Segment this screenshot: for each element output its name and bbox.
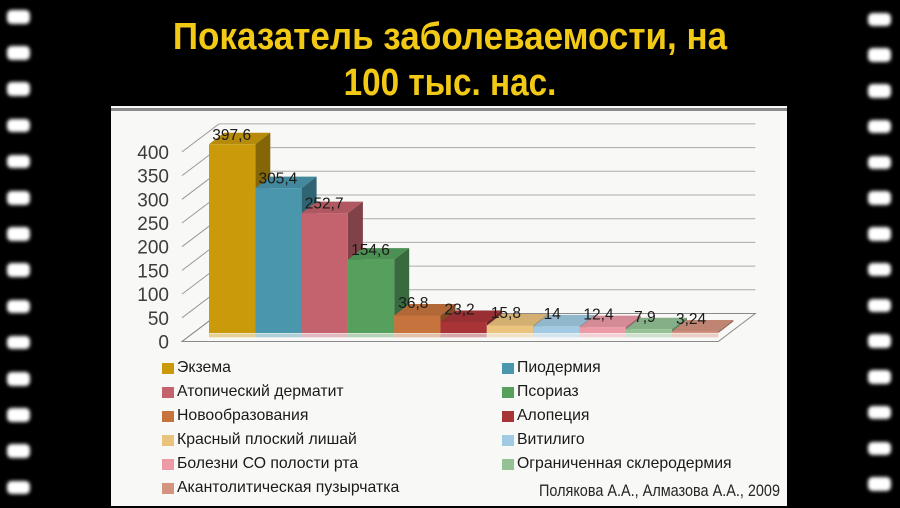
svg-text:250: 250 — [137, 214, 169, 235]
svg-text:154,6: 154,6 — [351, 242, 390, 259]
svg-text:12,4: 12,4 — [583, 307, 614, 324]
svg-text:305,4: 305,4 — [259, 171, 298, 188]
svg-text:300: 300 — [137, 190, 169, 211]
svg-text:50: 50 — [148, 309, 169, 330]
svg-text:0: 0 — [158, 333, 169, 354]
svg-text:15,8: 15,8 — [491, 305, 521, 322]
svg-text:36,8: 36,8 — [398, 295, 428, 312]
svg-text:23,2: 23,2 — [445, 302, 475, 319]
svg-text:14: 14 — [544, 306, 562, 323]
svg-text:400: 400 — [137, 143, 169, 164]
svg-text:397,6: 397,6 — [212, 127, 251, 144]
svg-text:7,9: 7,9 — [634, 309, 656, 326]
svg-text:252,7: 252,7 — [305, 196, 344, 213]
svg-text:200: 200 — [137, 238, 169, 259]
svg-text:350: 350 — [137, 167, 169, 188]
svg-text:150: 150 — [137, 261, 169, 282]
svg-text:3,24: 3,24 — [676, 311, 707, 328]
svg-text:100: 100 — [137, 285, 169, 306]
